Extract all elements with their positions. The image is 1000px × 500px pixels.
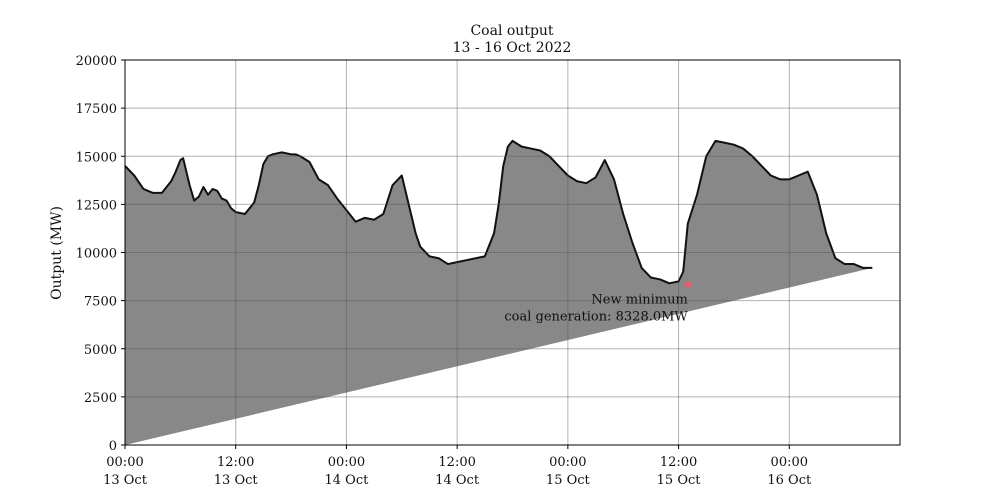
x-tick-date-label: 13 Oct [214,473,259,488]
annotation-text-line: coal generation: 8328.0MW [504,310,688,325]
y-tick-label: 15000 [76,150,117,165]
x-tick-time-label: 00:00 [771,455,808,470]
chart-subtitle: 13 - 16 Oct 2022 [453,40,572,56]
y-tick-label: 2500 [84,391,117,406]
x-tick-time-label: 00:00 [549,455,586,470]
y-tick-label: 12500 [76,198,117,213]
output-area [125,140,873,445]
x-tick-date-label: 14 Oct [325,473,370,488]
x-tick-time-label: 00:00 [328,455,365,470]
x-tick-date-label: 15 Oct [657,473,702,488]
x-tick-date-label: 13 Oct [103,473,148,488]
x-tick-time-label: 12:00 [660,455,697,470]
y-tick-label: 5000 [84,343,117,358]
y-axis-label: Output (MW) [49,206,65,300]
x-tick-date-label: 15 Oct [546,473,591,488]
minimum-marker [684,281,692,289]
plot-area [124,139,873,445]
x-tick-time-label: 12:00 [217,455,254,470]
axes: 0 2500 5000 7500 10000 12500 15000 17500 20000 00… [76,54,901,488]
x-tick-time-label: 12:00 [438,455,475,470]
chart-title: Coal output [470,23,553,39]
x-tick-date-label: 16 Oct [767,473,812,488]
annotation-text-line: New minimum [591,293,687,308]
y-tick-label: 7500 [84,295,117,310]
annotation: New minimum coal generation: 8328.0MW [504,281,692,325]
x-tick-date-label: 14 Oct [435,473,480,488]
y-tick-label: 0 [109,439,117,454]
y-tick-label: 20000 [76,54,117,69]
x-tick-time-label: 00:00 [106,455,143,470]
output-line [124,139,873,285]
y-tick-label: 10000 [76,247,117,262]
y-tick-label: 17500 [76,102,117,117]
